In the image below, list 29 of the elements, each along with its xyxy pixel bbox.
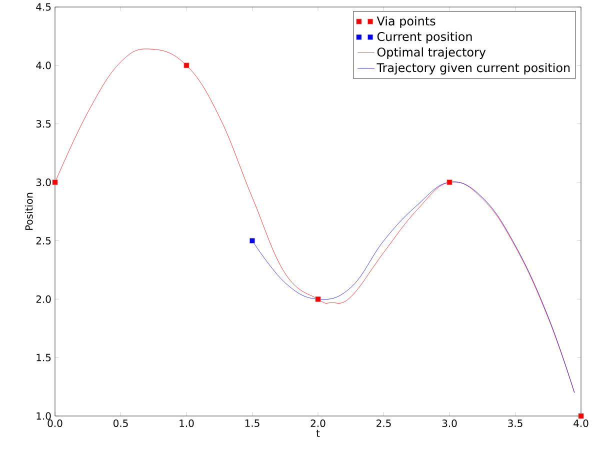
x-tick-label: 2.5: [376, 420, 391, 428]
point: [52, 179, 58, 186]
point: [249, 238, 256, 244]
point: [184, 62, 190, 68]
point: [578, 413, 584, 419]
legend-label: Via points: [376, 16, 436, 28]
y-axis-title: Position: [25, 192, 33, 230]
y-tick-label: 1.0: [36, 412, 51, 420]
y-tick-label: 2.0: [36, 295, 51, 303]
x-tick-label: 3.5: [508, 420, 522, 428]
y-tick-label: 2.5: [36, 236, 51, 244]
x-tick-label: 0.5: [113, 420, 128, 428]
y-tick-label: 4.0: [36, 62, 51, 70]
y-tick-label: 1.5: [36, 354, 51, 362]
legend-label: Trajectory given current position: [376, 62, 570, 75]
x-tick-label: 1.0: [180, 420, 194, 428]
point: [446, 179, 452, 186]
x-tick-label: 4.0: [574, 420, 588, 428]
y-tick-label: 3.5: [36, 120, 51, 128]
legend-label: Current position: [377, 32, 472, 44]
x-tick-label: 3.0: [442, 420, 457, 428]
x-tick-label: 2.0: [310, 420, 326, 428]
x-axis-title: t: [316, 430, 320, 437]
y-tick-label: 4.5: [36, 3, 51, 11]
x-tick-label: 0.0: [48, 420, 62, 428]
legend-label: Optimal trajectory: [377, 47, 486, 59]
y-tick-label: 3.0: [36, 178, 51, 186]
x-tick-label: 1.5: [245, 420, 260, 427]
point: [315, 296, 321, 302]
